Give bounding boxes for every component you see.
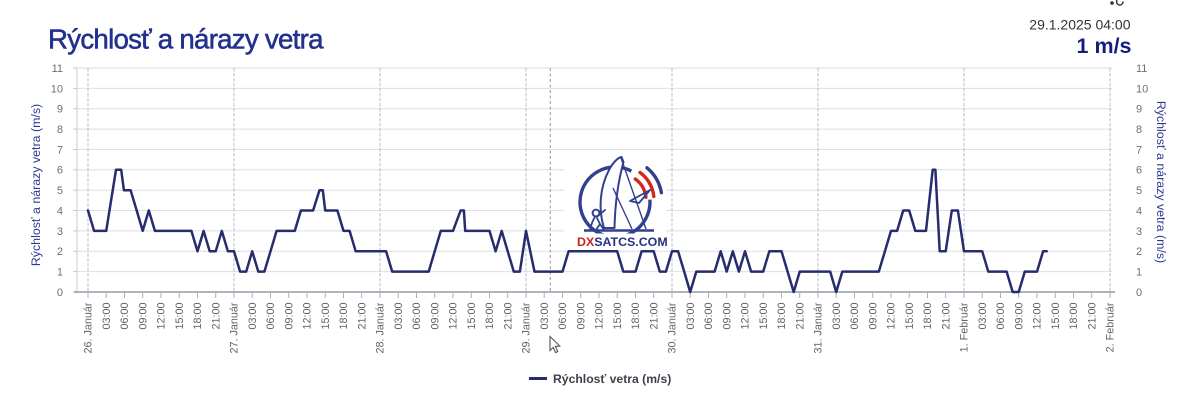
svg-text:7: 7 <box>1136 144 1142 156</box>
svg-text:18:00: 18:00 <box>922 303 934 330</box>
svg-text:12:00: 12:00 <box>302 303 314 330</box>
svg-text:29. Január: 29. Január <box>521 302 533 353</box>
svg-text:26. Január: 26. Január <box>83 302 95 353</box>
svg-text:2: 2 <box>1136 246 1142 258</box>
svg-text:09:00: 09:00 <box>1013 303 1025 330</box>
svg-text:12:00: 12:00 <box>156 303 168 330</box>
svg-text:18:00: 18:00 <box>1068 303 1080 330</box>
svg-text:21:00: 21:00 <box>1086 303 1098 330</box>
svg-text:2: 2 <box>57 246 63 258</box>
svg-text:Rýchlosť a nárazy vetra (m/s): Rýchlosť a nárazy vetra (m/s) <box>1154 101 1168 263</box>
svg-text:06:00: 06:00 <box>265 303 277 330</box>
svg-text:15:00: 15:00 <box>320 303 332 330</box>
svg-text:03:00: 03:00 <box>539 303 551 330</box>
svg-text:0: 0 <box>1136 287 1142 299</box>
svg-text:1. Február: 1. Február <box>959 302 971 352</box>
svg-text:3: 3 <box>1136 226 1142 238</box>
svg-text:9: 9 <box>1136 104 1142 116</box>
svg-text:09:00: 09:00 <box>867 303 879 330</box>
svg-text:12:00: 12:00 <box>1032 303 1044 330</box>
svg-text:18:00: 18:00 <box>338 303 350 330</box>
svg-text:31. Január: 31. Január <box>813 302 825 353</box>
svg-text:06:00: 06:00 <box>995 303 1007 330</box>
svg-text:4: 4 <box>57 205 63 217</box>
svg-text:03:00: 03:00 <box>101 303 113 330</box>
svg-text:06:00: 06:00 <box>703 303 715 330</box>
svg-text:21:00: 21:00 <box>356 303 368 330</box>
svg-text:03:00: 03:00 <box>831 303 843 330</box>
svg-text:28. Január: 28. Január <box>375 302 387 353</box>
svg-text:09:00: 09:00 <box>283 303 295 330</box>
svg-text:15:00: 15:00 <box>174 303 186 330</box>
svg-text:15:00: 15:00 <box>1050 303 1062 330</box>
svg-text:09:00: 09:00 <box>137 303 149 330</box>
svg-text:Rýchlosť a nárazy vetra: Rýchlosť a nárazy vetra <box>48 24 324 55</box>
svg-text:30. Január: 30. Január <box>667 302 679 353</box>
svg-text:21:00: 21:00 <box>502 303 514 330</box>
svg-text:21:00: 21:00 <box>794 303 806 330</box>
svg-text:03:00: 03:00 <box>685 303 697 330</box>
svg-text:03:00: 03:00 <box>247 303 259 330</box>
svg-text:DXSATCS.COM: DXSATCS.COM <box>577 235 668 249</box>
svg-text:0: 0 <box>57 287 63 299</box>
svg-text:12:00: 12:00 <box>594 303 606 330</box>
svg-text:3: 3 <box>57 226 63 238</box>
svg-text:10: 10 <box>1136 83 1148 95</box>
svg-text:6: 6 <box>57 165 63 177</box>
svg-text:Rýchlosť a nárazy vetra (m/s): Rýchlosť a nárazy vetra (m/s) <box>29 104 43 266</box>
svg-text:8: 8 <box>1136 124 1142 136</box>
svg-text:09:00: 09:00 <box>721 303 733 330</box>
svg-text:06:00: 06:00 <box>849 303 861 330</box>
svg-text:5: 5 <box>57 185 63 197</box>
svg-text:1: 1 <box>1136 267 1142 279</box>
svg-text:1: 1 <box>57 267 63 279</box>
svg-text:15:00: 15:00 <box>612 303 624 330</box>
svg-text:12:00: 12:00 <box>448 303 460 330</box>
svg-text:06:00: 06:00 <box>119 303 131 330</box>
svg-text:27. Január: 27. Január <box>229 302 241 353</box>
svg-text:5: 5 <box>1136 185 1142 197</box>
svg-text:18:00: 18:00 <box>192 303 204 330</box>
svg-text:06:00: 06:00 <box>411 303 423 330</box>
svg-text:15:00: 15:00 <box>758 303 770 330</box>
svg-text:03:00: 03:00 <box>977 303 989 330</box>
svg-text:8: 8 <box>57 124 63 136</box>
svg-text:09:00: 09:00 <box>575 303 587 330</box>
svg-text:18:00: 18:00 <box>776 303 788 330</box>
svg-text:9: 9 <box>57 104 63 116</box>
svg-text:6: 6 <box>1136 165 1142 177</box>
svg-text:2. Február: 2. Február <box>1105 302 1117 352</box>
svg-text:4: 4 <box>1136 205 1142 217</box>
svg-text:15:00: 15:00 <box>904 303 916 330</box>
svg-text:15:00: 15:00 <box>466 303 478 330</box>
svg-text:18:00: 18:00 <box>630 303 642 330</box>
svg-text:7: 7 <box>57 144 63 156</box>
svg-text:09:00: 09:00 <box>429 303 441 330</box>
svg-text:29.1.2025 04:00: 29.1.2025 04:00 <box>1029 17 1130 33</box>
svg-text:21:00: 21:00 <box>648 303 660 330</box>
svg-text:12:00: 12:00 <box>886 303 898 330</box>
svg-text:06:00: 06:00 <box>557 303 569 330</box>
svg-text:11: 11 <box>1136 63 1147 75</box>
svg-text:12:00: 12:00 <box>740 303 752 330</box>
svg-text:21:00: 21:00 <box>210 303 222 330</box>
svg-text:03:00: 03:00 <box>393 303 405 330</box>
svg-text:18:00: 18:00 <box>484 302 496 329</box>
svg-text:11: 11 <box>52 63 63 75</box>
svg-text:21:00: 21:00 <box>940 303 952 330</box>
svg-text:10: 10 <box>51 83 63 95</box>
svg-text:Rýchlosť vetra (m/s): Rýchlosť vetra (m/s) <box>553 372 671 386</box>
svg-text:1 m/s: 1 m/s <box>1077 34 1132 58</box>
